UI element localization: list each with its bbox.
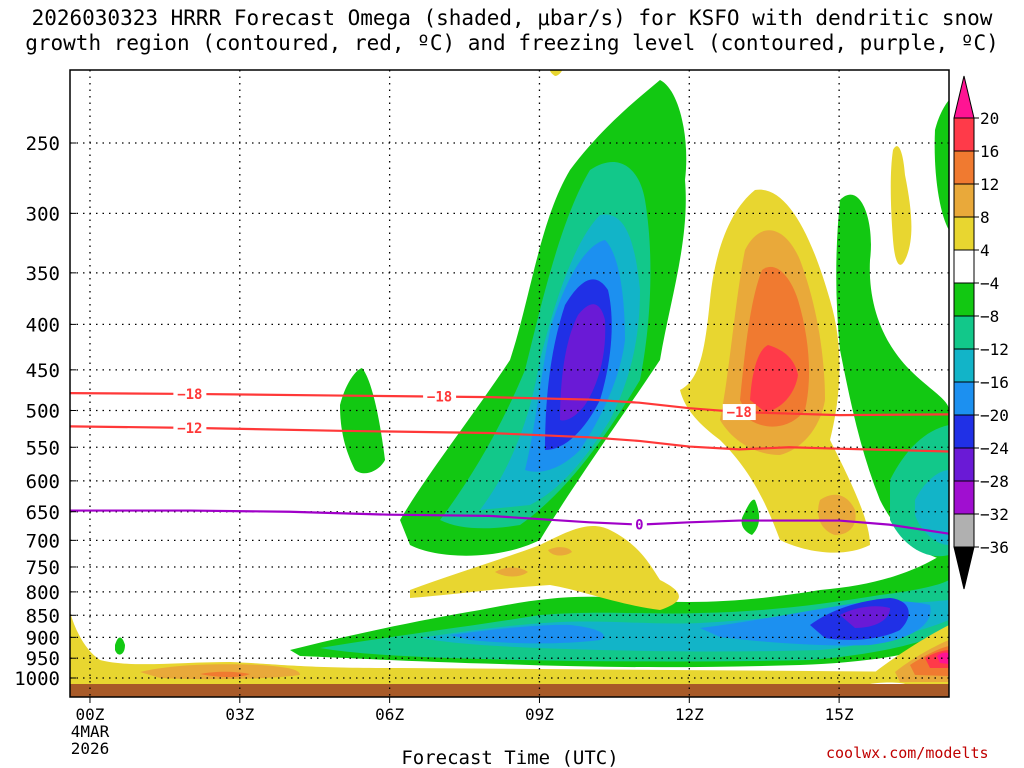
title-line-2: growth region (contoured, red, ºC) and f…	[25, 31, 999, 55]
freezing-level-line	[70, 509, 950, 535]
x-tick-label: 06Z	[375, 705, 404, 724]
contour-label-bg	[173, 385, 207, 402]
colorbar: 20 16 12 8 4 −4 −8 −12 −16 −20 −24 −28 −32 −36	[953, 75, 1009, 590]
omega-lowband-minus16	[450, 601, 931, 646]
x-tick-label: 15Z	[825, 705, 854, 724]
colorbar-swatch	[953, 513, 975, 548]
omega-surface-12	[200, 671, 250, 677]
y-tick-label: 400	[26, 314, 60, 336]
colorbar-label: 16	[980, 142, 999, 161]
y-tick-label: 350	[26, 263, 60, 285]
colorbar-swatch	[953, 381, 975, 416]
colorbar-label: −8	[980, 307, 999, 326]
title-line-1: 2026030323 HRRR Forecast Omega (shaded, …	[31, 6, 993, 30]
colorbar-over-arrow	[953, 75, 975, 119]
omega-surface-gap	[870, 682, 905, 684]
omega-sink-mid-4	[410, 525, 679, 610]
colorbar-swatch	[953, 249, 975, 284]
colorbar-swatch	[953, 150, 975, 185]
colorbar-swatch	[953, 183, 975, 218]
y-tick-label: 600	[26, 471, 60, 493]
chart-title: 2026030323 HRRR Forecast Omega (shaded, …	[0, 6, 1024, 56]
colorbar-swatch	[953, 216, 975, 251]
omega-cell-small	[115, 637, 125, 655]
x-tick-label: 09Z	[525, 705, 554, 724]
omega-sink-topright-4	[890, 146, 912, 265]
pressure-axis: 2503003504004505005506006507007508008509…	[14, 133, 76, 690]
colorbar-label: 4	[980, 241, 990, 260]
colorbar-swatch	[953, 282, 975, 317]
y-tick-label: 700	[26, 530, 60, 552]
colorbar-under-arrow	[953, 546, 975, 590]
x-tick-label: 00Z	[76, 705, 105, 724]
x-tick-year: 2026	[71, 739, 110, 758]
y-tick-label: 1000	[14, 668, 60, 690]
contour-label: 0	[635, 518, 643, 534]
colorbar-label: −20	[980, 406, 1009, 425]
omega-corner-20	[937, 652, 949, 664]
omega-lowband-minus24	[840, 606, 890, 628]
isotherm-line	[69, 392, 950, 417]
omega-cell-mid	[741, 499, 760, 535]
colorbar-swatch	[953, 117, 975, 152]
colorbar-label: −16	[980, 373, 1009, 392]
colorbar-label: −24	[980, 439, 1009, 458]
contour-lines: −18 −18 −18 −12 0	[69, 385, 950, 535]
y-tick-label: 850	[26, 605, 60, 627]
colorbar-label: −32	[980, 505, 1009, 524]
colorbar-label: −4	[980, 274, 999, 293]
contour-label-bg	[631, 516, 647, 533]
colorbar-swatch	[953, 447, 975, 482]
y-tick-label: 650	[26, 502, 60, 524]
contour-label: −18	[727, 405, 752, 421]
omega-cell-left	[340, 368, 385, 474]
omega-shading	[70, 70, 949, 697]
colorbar-label: −36	[980, 538, 1009, 557]
omega-sink-mid-8	[495, 547, 572, 577]
omega-rightcol-minus12	[915, 470, 949, 545]
y-tick-label: 550	[26, 437, 60, 459]
colorbar-label: −12	[980, 340, 1009, 359]
colorbar-label: −28	[980, 472, 1009, 491]
terrain-band	[70, 684, 949, 697]
contour-label-bg	[173, 419, 207, 436]
omega-sink-top-4	[550, 70, 562, 76]
omega-topright-minus4	[934, 100, 949, 230]
y-tick-label: 950	[26, 648, 60, 670]
colorbar-label: 12	[980, 175, 999, 194]
colorbar-swatch	[953, 348, 975, 383]
contour-label: −18	[177, 387, 202, 403]
x-tick-label: 12Z	[675, 705, 704, 724]
colorbar-swatch	[953, 315, 975, 350]
x-tick-date: 4MAR	[71, 722, 110, 741]
omega-surface-8	[140, 664, 300, 680]
x-tick-label: 03Z	[225, 705, 254, 724]
credit-link[interactable]: coolwx.com/modelts	[826, 744, 989, 762]
omega-plume-minus24	[560, 304, 606, 421]
plot-frame	[69, 69, 950, 698]
contour-label: −12	[177, 421, 202, 437]
omega-surface-4	[70, 612, 949, 686]
omega-sink-16	[750, 345, 798, 412]
colorbar-label: 20	[980, 109, 999, 128]
y-tick-label: 750	[26, 557, 60, 579]
y-tick-label: 500	[26, 401, 60, 423]
y-tick-label: 800	[26, 582, 60, 604]
contour-label-bg	[423, 388, 457, 405]
y-tick-label: 250	[26, 133, 60, 155]
contour-label: −18	[427, 390, 452, 406]
colorbar-label: 8	[980, 208, 990, 227]
x-axis-title: Forecast Time (UTC)	[401, 747, 618, 768]
y-tick-label: 300	[26, 203, 60, 225]
grid-lines	[70, 70, 949, 697]
isotherm-line	[69, 425, 950, 453]
colorbar-swatch	[953, 480, 975, 515]
y-tick-label: 900	[26, 627, 60, 649]
colorbar-swatch	[953, 414, 975, 449]
contour-label-bg	[722, 404, 756, 421]
y-tick-label: 450	[26, 360, 60, 382]
